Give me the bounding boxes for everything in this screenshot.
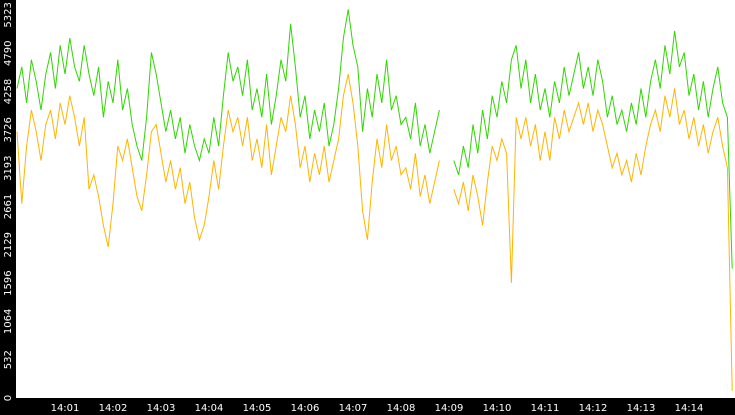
y-tick-label: 1064 — [3, 309, 14, 334]
x-tick-label: 14:14 — [675, 403, 704, 414]
x-axis-strip — [0, 398, 735, 415]
x-tick-label: 14:07 — [339, 403, 368, 414]
x-tick-label: 14:08 — [387, 403, 416, 414]
x-tick-label: 14:10 — [483, 403, 512, 414]
y-tick-label: 3193 — [3, 155, 14, 180]
y-tick-label: 1596 — [3, 270, 14, 295]
x-tick-label: 14:05 — [243, 403, 272, 414]
x-tick-label: 14:13 — [627, 403, 656, 414]
x-tick-label: 14:02 — [99, 403, 128, 414]
x-tick-label: 14:04 — [195, 403, 224, 414]
y-tick-label: 3726 — [3, 117, 14, 142]
y-tick-label: 532 — [3, 350, 14, 369]
y-tick-label: 4790 — [3, 41, 14, 66]
series-line — [16, 9, 733, 269]
x-tick-label: 14:12 — [579, 403, 608, 414]
x-tick-label: 14:06 — [291, 403, 320, 414]
y-tick-label: 4258 — [3, 79, 14, 104]
x-tick-label: 14:03 — [147, 403, 176, 414]
y-tick-label: 0 — [3, 395, 14, 401]
y-tick-label: 2129 — [3, 232, 14, 257]
x-tick-label: 14:09 — [435, 403, 464, 414]
y-tick-label: 2661 — [3, 194, 14, 219]
x-tick-label: 14:01 — [51, 403, 80, 414]
x-tick-label: 14:11 — [531, 403, 560, 414]
y-axis-strip — [0, 0, 16, 415]
series-line — [16, 73, 733, 391]
y-tick-label: 5323 — [3, 2, 14, 27]
